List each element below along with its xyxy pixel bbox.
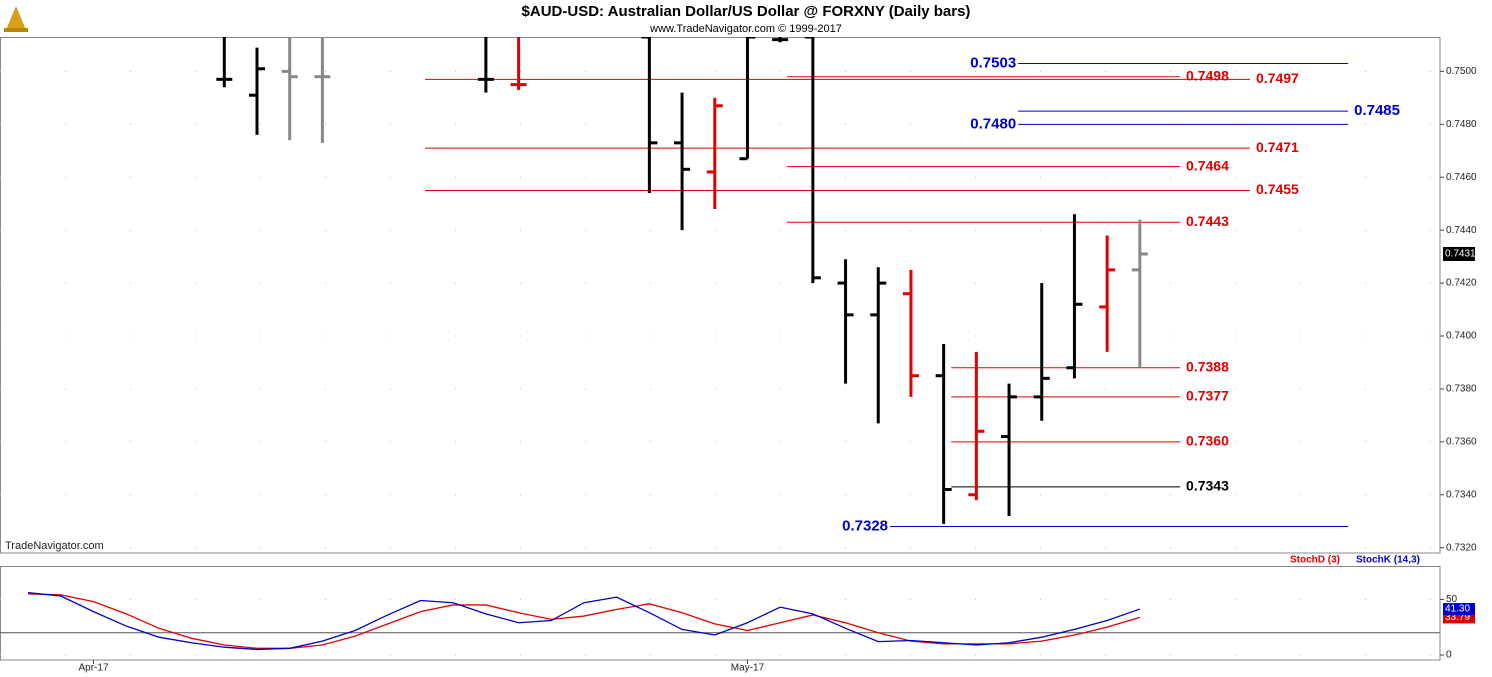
last-value-box xyxy=(1443,603,1475,616)
y-tick-label: 0.7380 xyxy=(1446,384,1477,395)
x-tick-label: May-17 xyxy=(731,663,765,674)
level-label: 0.7485 xyxy=(1354,102,1400,119)
level-label: 0.7503 xyxy=(970,54,1016,71)
chart-subtitle: www.TradeNavigator.com © 1999-2017 xyxy=(649,23,842,35)
level-label: 0.7343 xyxy=(1186,478,1229,494)
last-value-label: 41.30 xyxy=(1445,604,1470,615)
level-label: 0.7388 xyxy=(1186,358,1229,374)
last-value-box xyxy=(1443,246,1475,261)
y-tick-label: 0.7360 xyxy=(1446,437,1477,448)
level-label: 0.7360 xyxy=(1186,433,1229,449)
price-panel: 0.7503 0.7498 0.7497 0.7485 0.7480 0.7471 0.74… xyxy=(0,37,1440,549)
level-label: 0.7455 xyxy=(1256,181,1299,197)
y-tick-label: 0.7500 xyxy=(1446,66,1477,77)
y-tick-label: 0.7480 xyxy=(1446,119,1477,130)
y-tick-label: 0.7460 xyxy=(1446,172,1477,183)
level-label: 0.7480 xyxy=(970,115,1016,132)
legend-entry: StochK (14,3) xyxy=(1356,555,1420,566)
stoch-line xyxy=(28,592,1141,651)
axes: 0.7320 0.7340 0.7360 0.7380 0.7400 0.7420 0.74… xyxy=(79,66,1478,674)
y-tick-label: 0.7420 xyxy=(1446,278,1477,289)
level-label: 0.7443 xyxy=(1186,213,1229,229)
legend-entry: StochD (3) xyxy=(1290,555,1340,566)
level-label: 0.7497 xyxy=(1256,70,1299,86)
stoch-frame xyxy=(0,566,1441,661)
level-label: 0.7328 xyxy=(842,518,888,535)
last-value-label: 0.7431 xyxy=(1445,249,1476,260)
y-tick-label: 50 xyxy=(1446,594,1458,605)
stoch-panel xyxy=(0,592,1440,656)
y-tick-label: 0.7400 xyxy=(1446,331,1477,342)
y-tick-label: 0 xyxy=(1446,650,1452,661)
last-value-label: 33.79 xyxy=(1445,612,1470,623)
x-tick-label: Apr-17 xyxy=(79,663,109,674)
logo xyxy=(4,6,28,32)
level-label: 0.7377 xyxy=(1186,388,1229,404)
main-frame xyxy=(0,37,1441,554)
level-label: 0.7464 xyxy=(1186,157,1229,173)
chart-title: $AUD-USD: Australian Dollar/US Dollar @ … xyxy=(522,3,971,20)
y-tick-label: 0.7340 xyxy=(1446,489,1477,500)
y-tick-label: 0.7440 xyxy=(1446,225,1477,236)
level-label: 0.7471 xyxy=(1256,139,1299,155)
watermark: TradeNavigator.com xyxy=(5,540,104,552)
level-label: 0.7498 xyxy=(1186,67,1229,83)
y-tick-label: 0.7320 xyxy=(1446,542,1477,553)
